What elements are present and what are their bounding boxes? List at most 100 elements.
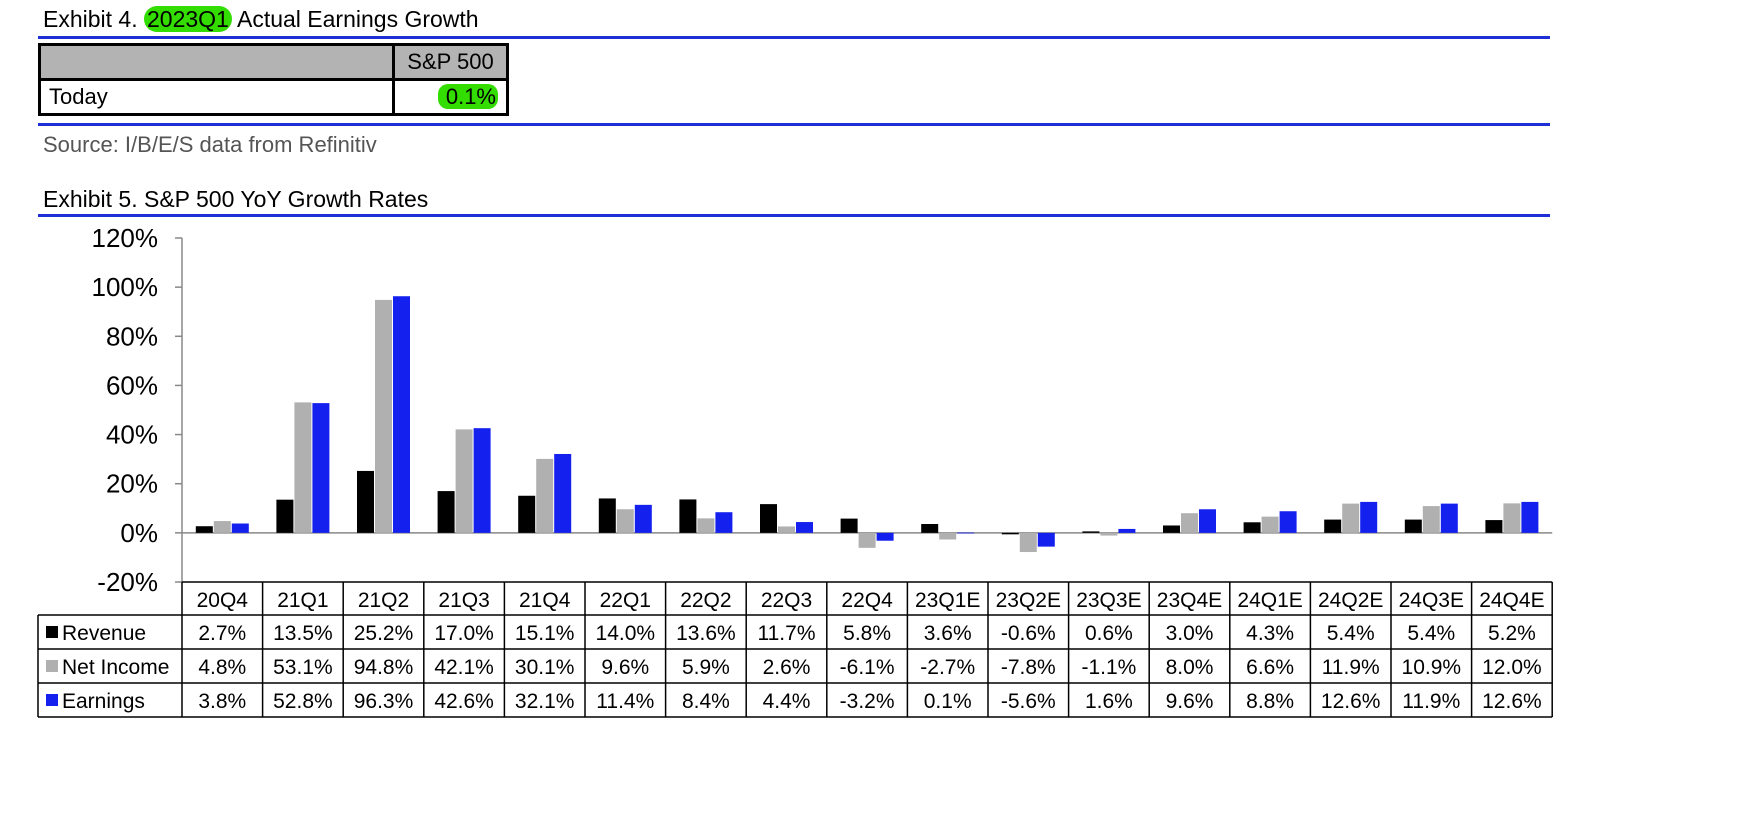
data-label: 3.6%	[924, 622, 972, 645]
bar-revenue	[437, 491, 455, 533]
bar-net-income	[778, 526, 795, 533]
bar-net-income	[536, 458, 554, 533]
x-category-label: 22Q1	[600, 589, 651, 612]
exhibit-4-highlight: 2023Q1	[144, 6, 232, 32]
x-category-label: 21Q3	[438, 589, 489, 612]
x-category-label: 23Q3E	[1076, 589, 1141, 612]
exhibit-4-bottom-rule	[38, 123, 1550, 126]
bar-earnings	[554, 453, 572, 533]
bar-net-income	[939, 532, 957, 540]
data-label: 5.4%	[1407, 622, 1455, 645]
y-tick-label: 80%	[106, 321, 158, 351]
bar-earnings	[312, 403, 330, 533]
data-label: 15.1%	[515, 622, 575, 645]
data-label: -6.1%	[840, 656, 895, 679]
data-label: 10.9%	[1402, 656, 1462, 679]
y-tick-label: 20%	[106, 469, 158, 499]
data-label: 32.1%	[515, 690, 575, 713]
x-category-label: 23Q2E	[996, 589, 1061, 612]
data-label: 8.8%	[1246, 690, 1294, 713]
data-label: -7.8%	[1001, 656, 1056, 679]
bar-earnings	[876, 532, 894, 541]
data-label: 8.4%	[682, 690, 730, 713]
data-label: 13.6%	[676, 622, 736, 645]
bar-net-income	[697, 518, 715, 533]
y-tick-label: 100%	[92, 272, 159, 302]
exhibit-4-row-label: Today	[38, 78, 395, 116]
data-label: 11.7%	[758, 622, 816, 645]
x-category-label: 21Q4	[519, 589, 571, 612]
x-category-label: 23Q4E	[1157, 589, 1222, 612]
data-label: 6.6%	[1246, 656, 1294, 679]
data-label: 42.6%	[434, 690, 494, 713]
exhibit-4-title: Exhibit 4. 2023Q1 Actual Earnings Growth	[43, 6, 479, 33]
bar-revenue	[679, 499, 697, 533]
data-label: 25.2%	[354, 622, 414, 645]
bar-revenue	[357, 470, 374, 533]
bar-net-income	[1181, 513, 1198, 533]
bar-revenue	[1082, 531, 1100, 533]
bar-revenue	[921, 524, 939, 533]
bar-revenue	[598, 498, 616, 533]
bar-earnings	[1440, 503, 1458, 533]
data-label: 4.8%	[198, 656, 246, 679]
bar-revenue	[518, 495, 536, 533]
bar-revenue	[1001, 532, 1019, 535]
data-label: 9.6%	[1166, 690, 1214, 713]
data-label: 3.0%	[1166, 622, 1214, 645]
bar-revenue	[1243, 522, 1261, 533]
x-category-label: 21Q2	[358, 589, 409, 612]
source-note: Source: I/B/E/S data from Refinitiv	[43, 132, 377, 157]
legend-label-net-income: Net Income	[62, 656, 169, 679]
data-label: 12.0%	[1482, 656, 1542, 679]
data-label: 5.4%	[1327, 622, 1375, 645]
data-label: 17.0%	[434, 622, 494, 645]
y-tick-label: 40%	[106, 420, 158, 450]
data-label: 9.6%	[601, 656, 649, 679]
bar-earnings	[1199, 509, 1216, 533]
data-label: -3.2%	[840, 690, 895, 713]
data-label: 11.9%	[1402, 690, 1460, 713]
exhibit-4-suffix: Actual Earnings Growth	[231, 6, 479, 32]
exhibit-4-header-cell: S&P 500	[392, 43, 509, 81]
x-category-label: 20Q4	[197, 589, 249, 612]
exhibit-4-row-value: 0.1%	[437, 84, 498, 109]
exhibit-4-prefix: Exhibit 4.	[43, 6, 144, 32]
x-category-label: 22Q4	[841, 589, 893, 612]
data-label: 5.2%	[1488, 622, 1536, 645]
data-label: 4.4%	[763, 690, 811, 713]
exhibit-4-header-blank	[38, 43, 395, 81]
x-category-label: 22Q3	[761, 589, 812, 612]
exhibit-4-data-row: Today 0.1%	[38, 78, 509, 116]
data-label: 13.5%	[273, 622, 333, 645]
exhibit-5-rule	[38, 214, 1550, 217]
x-category-label: 24Q2E	[1318, 589, 1383, 612]
data-label: 3.8%	[198, 690, 246, 713]
exhibit-4-top-rule	[38, 36, 1550, 39]
exhibit-4-table: S&P 500 Today 0.1%	[38, 43, 509, 116]
bar-revenue	[840, 518, 858, 533]
y-tick-label: 0%	[120, 518, 158, 548]
data-label: 42.1%	[434, 656, 494, 679]
x-category-label: 21Q1	[277, 589, 328, 612]
bar-earnings	[957, 532, 975, 534]
data-label: 0.6%	[1085, 622, 1133, 645]
bar-earnings	[1360, 501, 1378, 533]
data-label: -2.7%	[920, 656, 975, 679]
bar-earnings	[473, 428, 491, 533]
data-label: 5.8%	[843, 622, 891, 645]
bar-earnings	[1118, 528, 1136, 533]
bar-revenue	[760, 504, 777, 533]
bar-net-income	[1342, 503, 1360, 533]
bar-revenue	[276, 499, 294, 533]
bar-net-income	[1503, 503, 1521, 533]
data-label: 30.1%	[515, 656, 575, 679]
bar-earnings	[796, 522, 813, 533]
bar-earnings	[634, 504, 652, 533]
bar-net-income	[294, 402, 312, 533]
exhibit-5-title: Exhibit 5. S&P 500 YoY Growth Rates	[43, 186, 429, 212]
x-category-label: 24Q3E	[1399, 589, 1464, 612]
x-category-label: 23Q1E	[915, 589, 980, 612]
data-label: 52.8%	[273, 690, 333, 713]
